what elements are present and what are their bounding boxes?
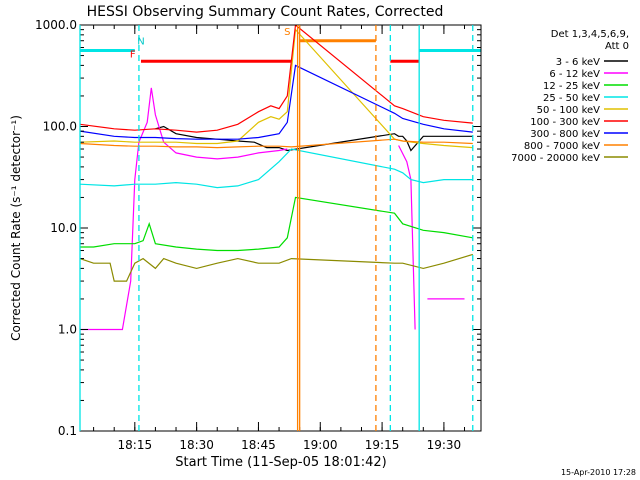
series-line-1 (155, 125, 473, 152)
plot-frame (79, 24, 482, 432)
y-tick-label: 10.0 (50, 221, 77, 235)
x-tick-label: 18:30 (179, 438, 214, 452)
y-tick-label: 100.0 (43, 120, 77, 134)
legend-label: 6 - 12 keV (549, 69, 600, 80)
series-line-6 (80, 25, 473, 133)
legend-label: 3 - 6 keV (556, 57, 600, 68)
legend-label: 50 - 100 keV (537, 105, 601, 116)
x-axis-label: Start Time (11-Sep-05 18:01:42) (175, 455, 386, 470)
x-tick-label: 18:15 (118, 438, 153, 452)
y-axis-label: Corrected Count Rate (s⁻¹ detector⁻¹) (9, 115, 23, 341)
legend-label: 7000 - 20000 keV (511, 153, 600, 164)
series-line-7 (80, 64, 473, 140)
chart-title: HESSI Observing Summary Count Rates, Cor… (87, 4, 444, 20)
timestamp: 15-Apr-2010 17:28 (561, 468, 636, 477)
legend-label: 800 - 7000 keV (524, 141, 600, 152)
series-line-2 (80, 87, 465, 331)
x-tick-label: 19:15 (365, 438, 400, 452)
annotation-label: S (284, 27, 290, 38)
legend-header: Att 0 (605, 41, 629, 52)
series-line-3 (80, 196, 473, 252)
series-line-4 (80, 148, 473, 189)
y-tick-label: 1.0 (58, 323, 77, 337)
legend-label: 100 - 300 keV (530, 117, 600, 128)
annotation-label: F (130, 49, 136, 60)
legend-header: Det 1,3,4,5,6,9, (551, 29, 629, 40)
series-line-9 (80, 253, 473, 282)
y-tick-label: 0.1 (58, 424, 77, 438)
x-tick-label: 18:45 (241, 438, 276, 452)
x-tick-label: 19:30 (427, 438, 462, 452)
series-line-8 (80, 138, 473, 149)
y-tick-label: 1000.0 (35, 18, 77, 32)
annotation-label: N (137, 37, 144, 48)
legend-label: 25 - 50 keV (543, 93, 600, 104)
x-tick-label: 19:00 (303, 438, 338, 452)
legend-label: 12 - 25 keV (543, 81, 600, 92)
legend-label: 300 - 800 keV (530, 129, 600, 140)
